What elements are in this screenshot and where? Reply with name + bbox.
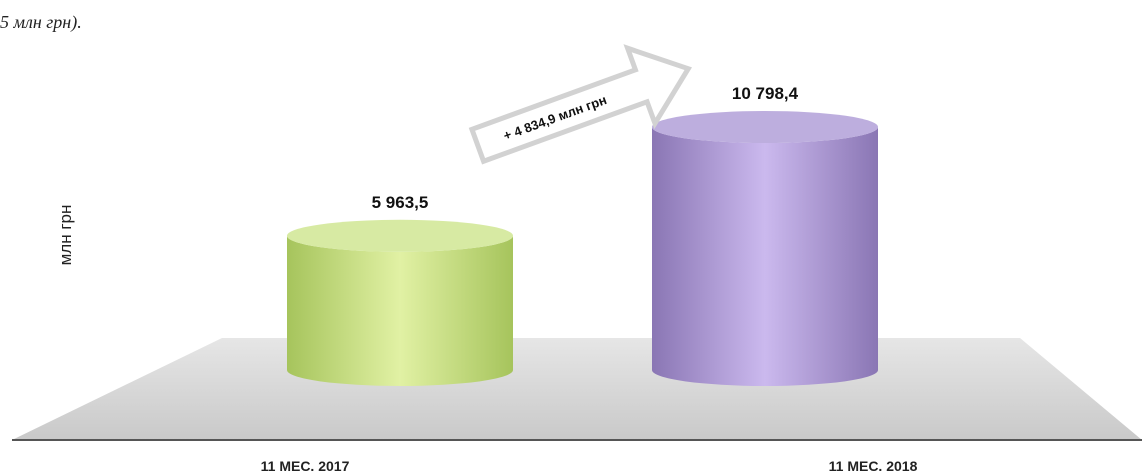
bar-body <box>652 127 878 386</box>
bar-top <box>652 111 878 143</box>
bar-body <box>287 235 513 386</box>
value-label: 5 963,5 <box>372 193 429 212</box>
bars-layer <box>287 111 878 386</box>
arrow-shape <box>468 44 693 165</box>
increase-arrow: + 4 834,9 млн грн <box>468 44 693 165</box>
chart-floor <box>12 338 1142 440</box>
category-label: 11 МЕС. 2018 <box>829 458 918 474</box>
value-label: 10 798,4 <box>732 84 799 103</box>
caption-fragment: 5 млн грн). <box>0 12 82 32</box>
labels-layer: 5 963,5 11 МЕС. 2017 10 798,4 11 МЕС. 2018 <box>261 84 918 474</box>
bar-top <box>287 219 513 252</box>
bar-2 <box>652 111 878 386</box>
bar-1 <box>287 219 513 386</box>
category-label: 11 МЕС. 2017 <box>261 458 350 474</box>
